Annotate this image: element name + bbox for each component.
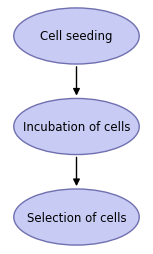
Ellipse shape (14, 189, 139, 245)
Text: Incubation of cells: Incubation of cells (23, 121, 130, 133)
Ellipse shape (14, 9, 139, 65)
Text: Selection of cells: Selection of cells (27, 211, 126, 224)
Ellipse shape (14, 99, 139, 155)
Text: Cell seeding: Cell seeding (40, 30, 113, 43)
